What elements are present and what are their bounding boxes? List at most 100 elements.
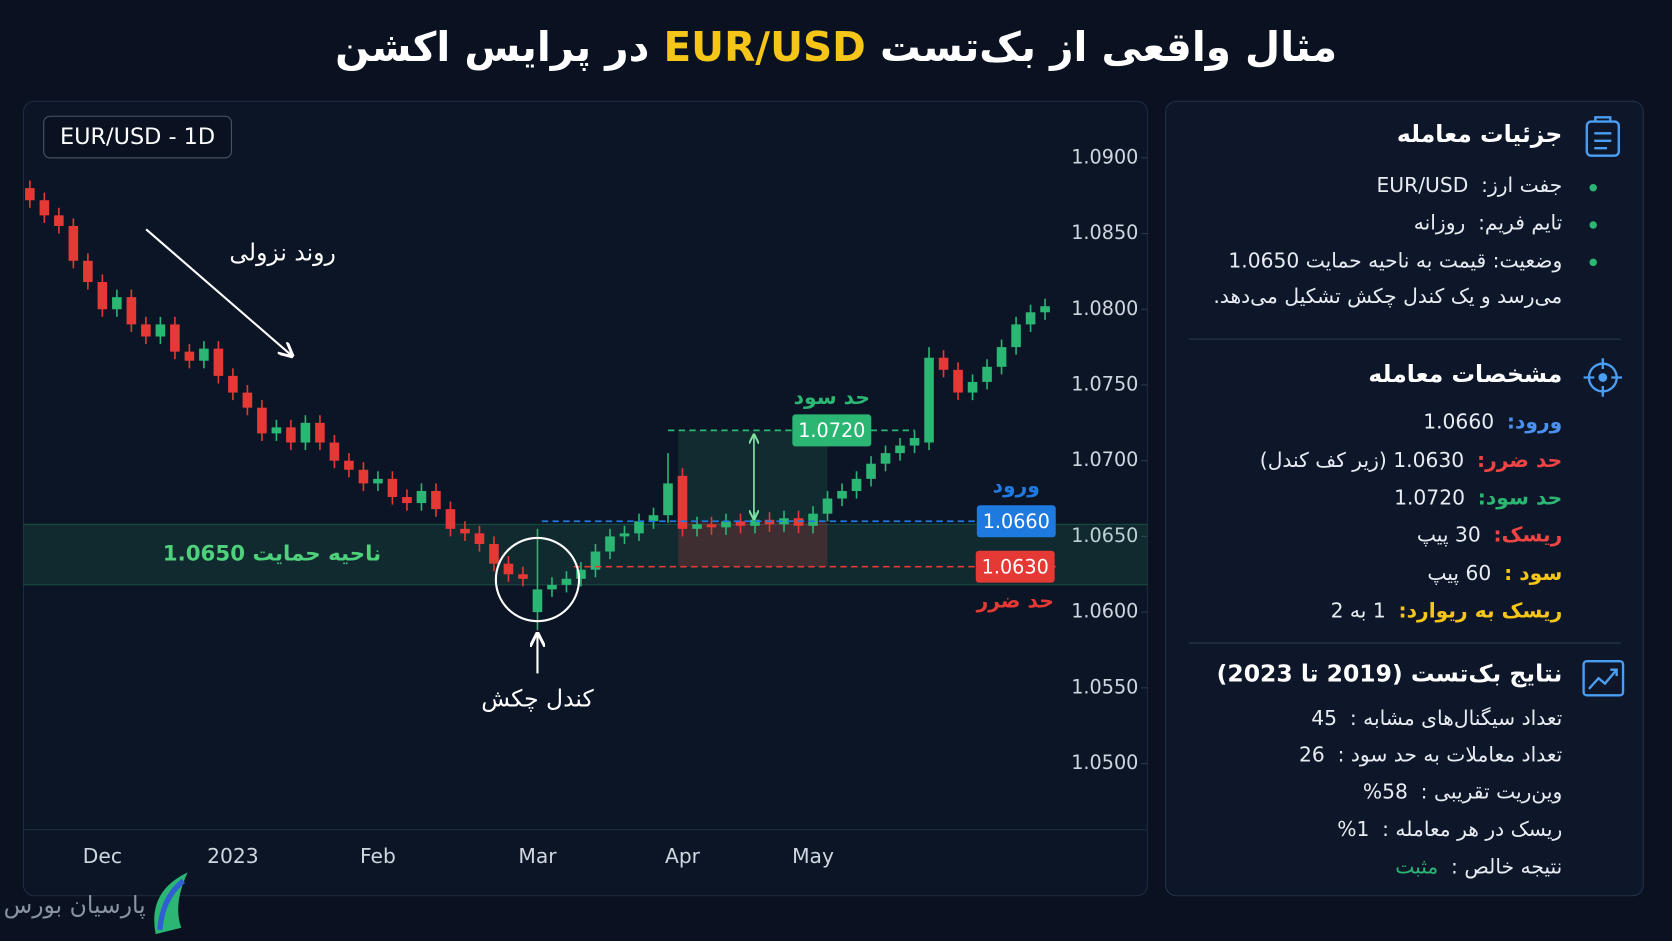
level-name: حد سود xyxy=(794,385,870,409)
candle-body xyxy=(184,351,195,361)
info-row: حد سود: 1.0720 xyxy=(1394,486,1562,509)
candle-body xyxy=(706,524,717,528)
info-label: ورود: xyxy=(1506,410,1563,435)
candle-body xyxy=(880,453,891,464)
info-text: وضعیت: قیمت به ناحیه حمایت 1.0650 می‌رسد… xyxy=(1213,249,1563,309)
candle-body xyxy=(199,348,209,361)
info-value: 45 xyxy=(1311,707,1338,731)
info-value: 1% xyxy=(1337,817,1370,842)
info-row: وین‌ریت تقریبی : 58% xyxy=(1363,781,1562,804)
level-name: حد ضرر xyxy=(976,588,1054,612)
level-box xyxy=(975,550,1055,583)
candle-body xyxy=(286,427,296,443)
candle-body xyxy=(996,347,1007,367)
bullet xyxy=(1589,221,1597,229)
clipboard-icon xyxy=(1585,120,1620,157)
info-label: سود : xyxy=(1504,561,1563,586)
info-value: 1.0630 (زیر کف کندل) xyxy=(1259,448,1465,473)
info-value: 1 به 2 xyxy=(1330,599,1386,623)
candle-body xyxy=(39,200,50,216)
candle-body xyxy=(663,483,673,516)
title-part: مثال واقعی از بک‌تست xyxy=(879,23,1338,71)
level-box xyxy=(976,505,1056,538)
info-panel xyxy=(1165,100,1644,897)
y-tick-label: 1.0900 xyxy=(1071,145,1138,168)
clipboard-lines xyxy=(1594,116,1612,150)
section-title: جزئیات معامله xyxy=(1396,121,1563,149)
candle-body xyxy=(54,215,64,226)
candle-body xyxy=(402,497,412,504)
candle-body xyxy=(228,375,238,393)
candle-body xyxy=(837,490,847,499)
chart-panel xyxy=(22,100,1148,897)
candle-body xyxy=(97,281,108,310)
candle-body xyxy=(489,543,499,564)
info-row: ورود: 1.0660 xyxy=(1423,411,1562,434)
candle-body xyxy=(271,427,282,434)
info-value: روزانه xyxy=(1413,211,1466,235)
candle-body xyxy=(982,366,992,382)
info-row: تایم فریم: روزانه xyxy=(1414,211,1562,234)
candle-body xyxy=(938,357,949,370)
info-label: حد سود: xyxy=(1477,486,1563,510)
candle-body xyxy=(851,478,862,491)
brand-logo: پارسیان بورس xyxy=(4,872,188,935)
title: مثال واقعی از بک‌تست EUR/USD در پرایس اک… xyxy=(0,23,1672,70)
candle-body xyxy=(373,478,383,484)
candle-body xyxy=(503,563,514,575)
logo-stroke xyxy=(157,878,186,931)
info-label: ریسک: xyxy=(1493,523,1563,548)
hammer-label: کندل چکش xyxy=(481,685,594,713)
candle-body xyxy=(213,348,224,376)
info-label: ریسک در هر معامله : xyxy=(1382,817,1563,842)
candle-body xyxy=(68,225,79,261)
x-tick-label: 2023 xyxy=(207,844,259,868)
candle-body xyxy=(735,521,746,526)
candle-body xyxy=(170,324,180,352)
candle-body xyxy=(605,536,615,552)
candle-body xyxy=(155,324,166,337)
y-tick-label: 1.0750 xyxy=(1071,372,1138,395)
chart-icon-line xyxy=(1588,668,1618,690)
info-label: تایم فریم: xyxy=(1478,211,1563,235)
y-tick-label: 1.0800 xyxy=(1071,297,1138,320)
info-label: وین‌ریت تقریبی : xyxy=(1420,780,1563,805)
candle-body xyxy=(590,551,601,570)
symbol-box xyxy=(43,115,232,159)
info-value: EUR/USD xyxy=(1376,173,1469,198)
info-row: تعداد معاملات به حد سود : 26 xyxy=(1299,743,1562,766)
candle-body xyxy=(967,381,978,393)
y-tick-label: 1.0650 xyxy=(1071,524,1138,547)
candle-body xyxy=(83,260,93,282)
candle-body xyxy=(141,324,151,337)
candle-body xyxy=(677,475,688,529)
candle-body xyxy=(648,515,659,522)
title-part: در پرایس اکشن xyxy=(335,23,650,71)
trend-label: روند نزولی xyxy=(229,238,335,266)
y-tick-label: 1.0600 xyxy=(1071,600,1138,623)
bullet xyxy=(1589,258,1597,267)
chart-icon xyxy=(1582,659,1625,697)
info-row: نتیجه خالص : مثبت xyxy=(1395,855,1562,878)
candle-body xyxy=(808,513,818,526)
candle-body xyxy=(532,589,543,613)
candle-body xyxy=(895,445,905,454)
info-label: ریسک به ریوارد: xyxy=(1398,599,1563,623)
candle-body xyxy=(1011,324,1021,348)
target-dot xyxy=(1598,373,1608,382)
info-value: 58% xyxy=(1362,780,1408,805)
candle-body xyxy=(445,509,456,529)
candle-body xyxy=(112,297,122,310)
candle-body xyxy=(358,469,369,484)
loss-zone xyxy=(678,521,828,567)
x-tick-label: Dec xyxy=(83,844,122,868)
target-cross xyxy=(1583,358,1622,397)
candle-body xyxy=(474,533,485,544)
info-value: مثبت xyxy=(1395,855,1439,879)
info-row: ریسک در هر معامله : 1% xyxy=(1337,818,1562,841)
x-tick-label: Mar xyxy=(518,844,557,868)
candle-body xyxy=(1025,312,1036,325)
info-label: تعداد معاملات به حد سود : xyxy=(1337,743,1563,767)
